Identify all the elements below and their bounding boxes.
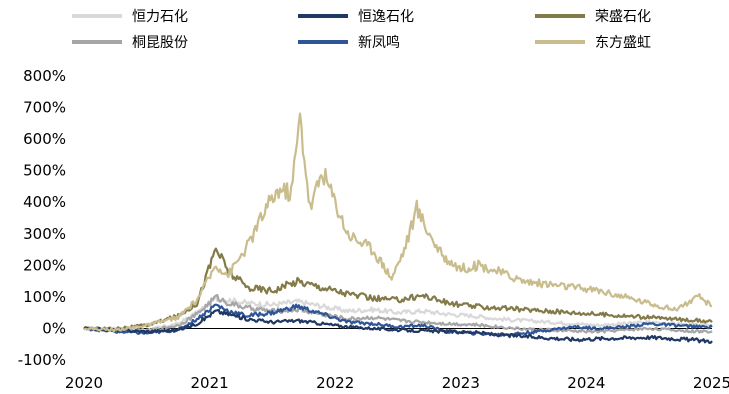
legend-item: 新凤鸣 [298, 34, 400, 51]
series-line [83, 308, 713, 344]
series-line [83, 112, 713, 333]
legend-label: 东方盛虹 [595, 35, 651, 51]
y-tick-label: 0% [42, 319, 66, 337]
series-line [83, 295, 713, 332]
y-tick-label: 200% [23, 256, 66, 274]
legend-item: 恒逸石化 [298, 9, 414, 25]
x-tick-label: 2025 [693, 374, 729, 390]
x-tick-label: 2024 [567, 374, 605, 390]
legend-label: 恒力石化 [132, 9, 188, 25]
series-line [83, 293, 713, 334]
legend-item: 恒力石化 [72, 9, 188, 25]
y-tick-label: 400% [23, 193, 66, 211]
x-tick-label: 2022 [316, 374, 354, 390]
y-tick-label: 300% [23, 225, 66, 243]
axes: -100% 0% 100% 200% 300% 400% 500% 600% 700% 800% 2… [18, 67, 729, 392]
legend-item: 荣盛石化 [535, 9, 651, 25]
y-tick-label: 700% [23, 99, 66, 117]
x-tick-label: 2023 [442, 374, 480, 390]
x-tick-label: 2021 [191, 374, 229, 390]
legend-item: 东方盛虹 [535, 35, 651, 51]
legend-item: 桐昆股份 [72, 35, 188, 51]
legend-label: 桐昆股份 [132, 35, 188, 51]
y-tick-label: 600% [23, 130, 66, 148]
y-tick-label: 500% [23, 162, 66, 180]
y-tick-label: 800% [23, 67, 66, 85]
x-tick-label: 2020 [65, 374, 103, 390]
legend-label: 恒逸石化 [358, 9, 414, 25]
series-line [83, 247, 713, 331]
legend-label: 新凤鸣 [358, 34, 400, 51]
y-tick-label: -100% [18, 351, 66, 369]
legend-label: 荣盛石化 [595, 9, 651, 25]
y-tick-label: 100% [23, 288, 66, 306]
plot-area [83, 112, 713, 344]
